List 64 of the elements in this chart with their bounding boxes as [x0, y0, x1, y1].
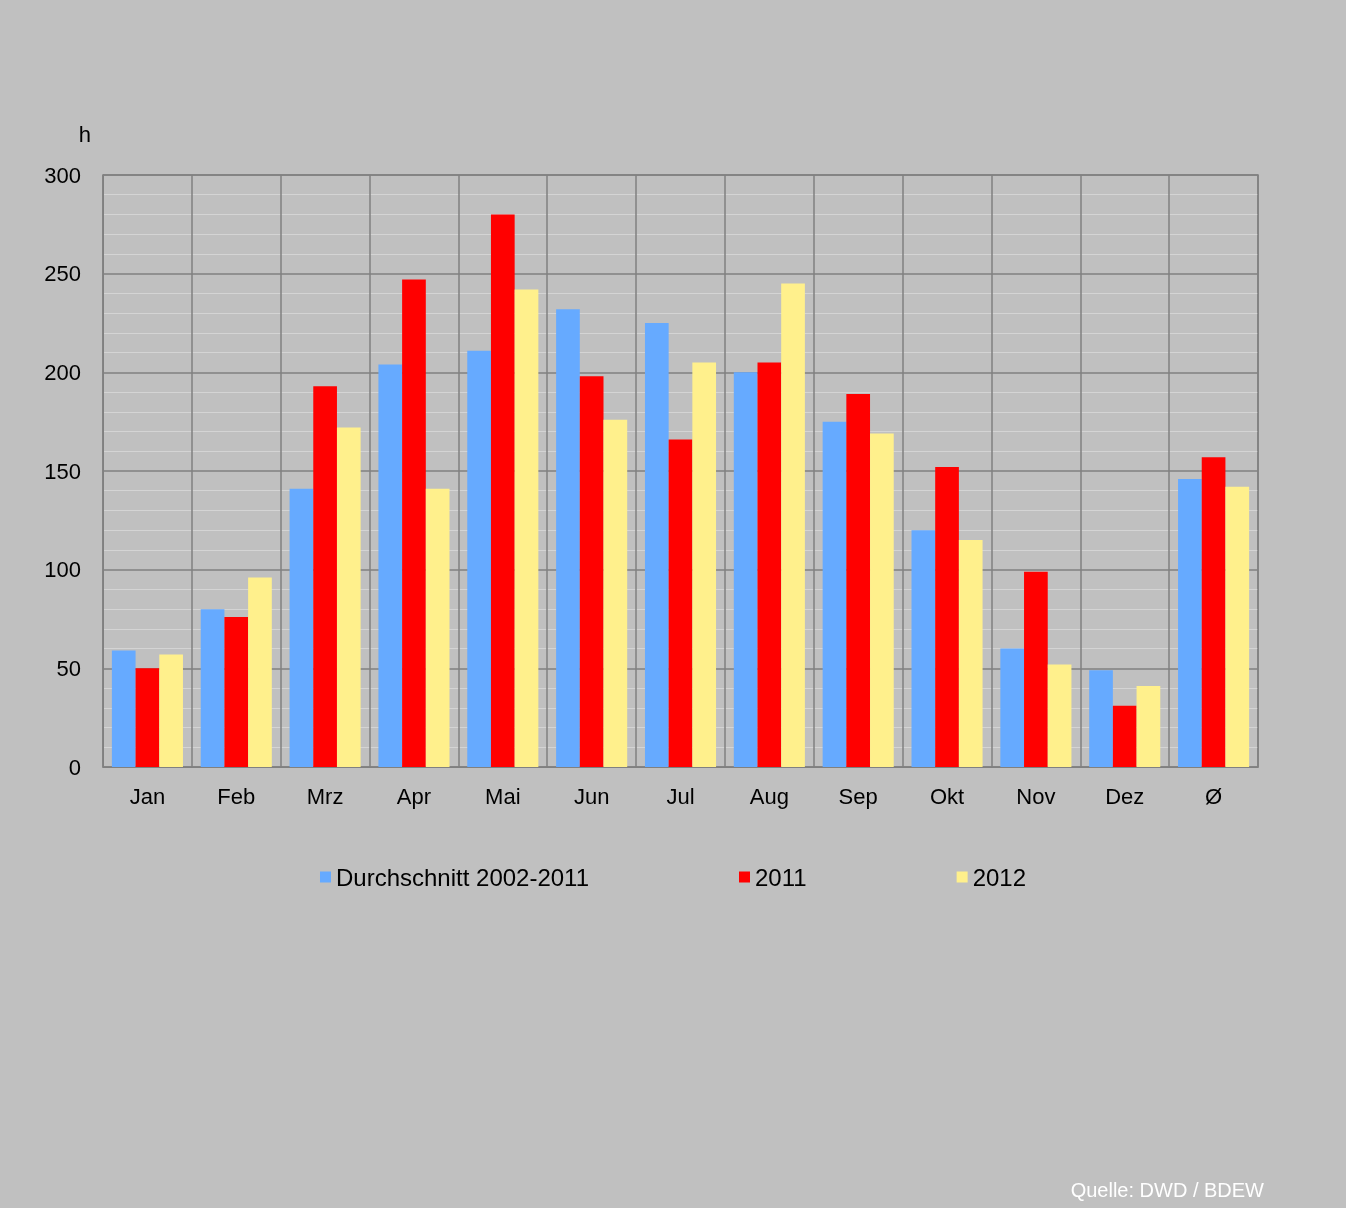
bar [378, 364, 403, 767]
bar [1225, 486, 1250, 767]
bar [313, 386, 337, 767]
x-tick-label: Aug [749, 783, 789, 809]
bar [1201, 457, 1226, 767]
bar [425, 488, 450, 767]
y-tick-label: 200 [44, 359, 81, 385]
bar [579, 376, 604, 767]
bar [846, 394, 871, 767]
bar [1089, 670, 1113, 767]
y-tick-label: 100 [44, 557, 81, 583]
bar [822, 421, 847, 767]
bar [159, 654, 183, 767]
x-tick-label: Jul [666, 783, 695, 809]
bar [467, 350, 491, 767]
bar [490, 214, 515, 767]
bar [1136, 686, 1161, 767]
bar [336, 427, 361, 767]
y-tick-label: 300 [44, 162, 81, 188]
bar [935, 467, 959, 767]
bar [1024, 571, 1048, 767]
bar [135, 668, 160, 767]
bar [224, 617, 249, 767]
bar [111, 650, 136, 767]
x-tick-label: Ø [1205, 783, 1223, 809]
bar [911, 530, 936, 767]
y-tick-label: 250 [44, 261, 81, 287]
bar [1047, 664, 1072, 767]
x-tick-label: Feb [217, 783, 256, 809]
bar [514, 289, 539, 767]
x-tick-label: Jun [573, 783, 610, 809]
bar [692, 362, 717, 767]
bar [668, 439, 693, 767]
bar [248, 577, 272, 767]
bar [1000, 648, 1025, 767]
bar [1112, 705, 1137, 767]
y-tick-label: 0 [68, 754, 81, 780]
y-tick-label: 150 [44, 458, 81, 484]
bar [556, 309, 580, 767]
bar [733, 372, 758, 767]
bar [402, 279, 426, 767]
source-note: Quelle: DWD / BDEW [1070, 1179, 1265, 1201]
x-tick-label: Sep [838, 783, 878, 809]
bar [781, 283, 805, 767]
y-tick-label: 50 [56, 655, 81, 681]
bar [958, 540, 983, 767]
legend-label: 2012 [972, 863, 1027, 891]
x-tick-label: Mrz [306, 783, 344, 809]
x-tick-label: Okt [929, 783, 965, 809]
x-tick-label: Mai [485, 783, 521, 809]
bar [757, 362, 782, 767]
x-tick-label: Apr [396, 783, 432, 809]
x-tick-label: Jan [129, 783, 166, 809]
x-tick-label: Nov [1016, 783, 1056, 809]
x-tick-label: Dez [1105, 783, 1145, 809]
legend-label: 2011 [755, 863, 807, 891]
bar [200, 609, 225, 767]
bar [603, 419, 628, 767]
legend-label: Durchschnitt 2002-2011 [335, 863, 590, 891]
bar [1178, 478, 1202, 767]
bar [870, 433, 894, 767]
bar [289, 488, 314, 767]
bar [644, 323, 669, 767]
y-axis-title: h [78, 121, 91, 147]
